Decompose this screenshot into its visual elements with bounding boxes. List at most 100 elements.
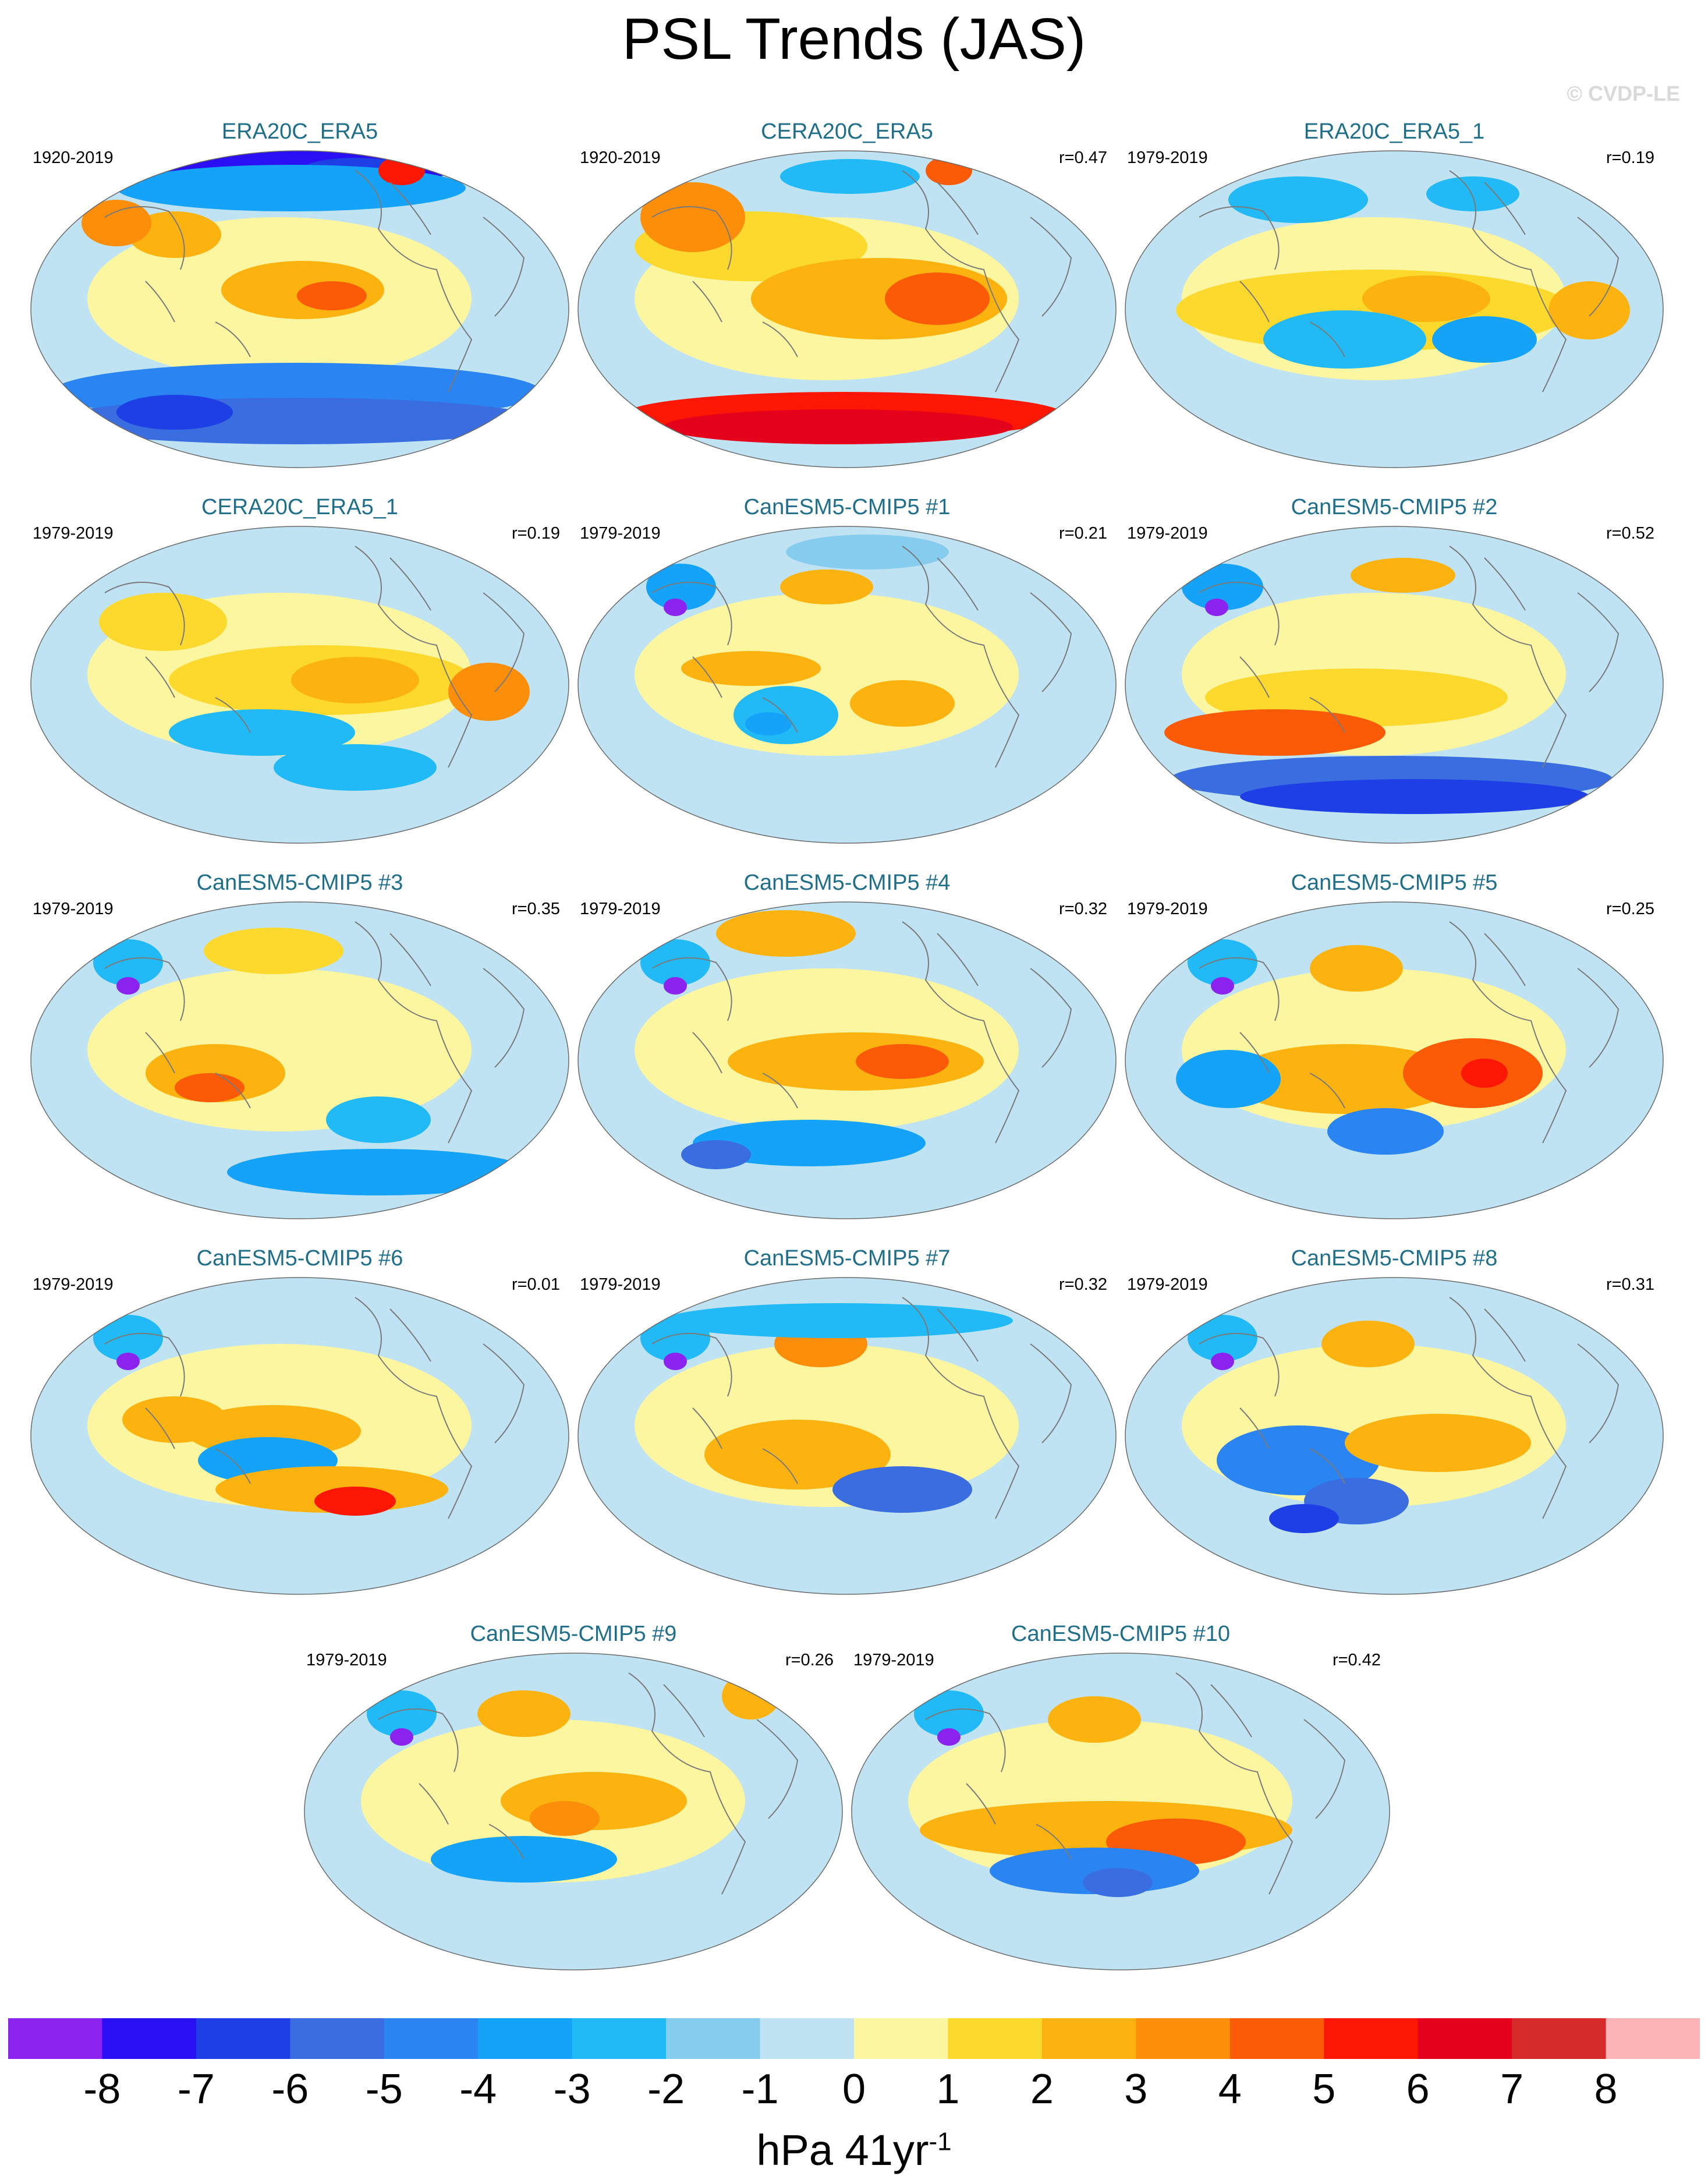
trend-region	[664, 409, 1013, 444]
trend-region	[716, 910, 856, 957]
colorbar-tick-label: -6	[271, 2066, 309, 2113]
map-panel: ERA20C_ERA5_1 1979-2019 r=0.19	[1124, 119, 1665, 480]
colorbar	[8, 2018, 1700, 2059]
trend-region	[1176, 1050, 1281, 1108]
colorbar-swatch	[478, 2018, 573, 2059]
trend-region	[169, 709, 355, 756]
trend-region	[448, 663, 530, 721]
coastline	[1199, 546, 1620, 768]
coastline	[104, 546, 525, 768]
trend-region	[116, 165, 466, 211]
panel-correlation: r=0.32	[1058, 1275, 1107, 1294]
map-panel: CanESM5-CMIP5 #4 1979-2019 r=0.32	[576, 871, 1118, 1232]
trend-region	[1182, 564, 1263, 610]
trend-region	[1211, 977, 1234, 995]
trend-map	[577, 1277, 1117, 1595]
coastline	[104, 921, 525, 1144]
panel-period: 1979-2019	[33, 900, 114, 918]
colorbar-tick-label: -5	[365, 2066, 403, 2113]
colorbar-units: hPa 41yr-1	[0, 2125, 1708, 2175]
panel-period: 1979-2019	[580, 1275, 661, 1294]
colorbar-swatch	[854, 2018, 948, 2059]
coastline	[1199, 170, 1620, 392]
panel-period: 1979-2019	[1127, 1275, 1208, 1294]
panel-correlation: r=0.42	[1332, 1651, 1381, 1669]
trend-region	[297, 281, 367, 310]
colorbar-swatch	[290, 2018, 385, 2059]
trend-map	[30, 526, 569, 844]
trend-region	[367, 1690, 437, 1737]
panel-title: CanESM5-CMIP5 #6	[196, 1246, 403, 1271]
coastline	[1199, 1297, 1620, 1519]
map-border	[304, 1653, 843, 1970]
map-panel: CanESM5-CMIP5 #5 1979-2019 r=0.25	[1124, 871, 1665, 1232]
map-panel: CanESM5-CMIP5 #2 1979-2019 r=0.52	[1124, 495, 1665, 856]
colorbar-swatch	[1324, 2018, 1419, 2059]
trend-region	[1164, 709, 1385, 756]
trend-region	[1345, 1414, 1531, 1472]
panel-period: 1979-2019	[33, 524, 114, 543]
coastline	[651, 921, 1072, 1144]
panel-period: 1979-2019	[1127, 148, 1208, 167]
map-panel: CERA20C_ERA5 1920-2019 r=0.47	[576, 119, 1118, 480]
colorbar-tick-label: -4	[459, 2066, 497, 2113]
panel-title: CanESM5-CMIP5 #3	[196, 871, 403, 895]
colorbar-swatch	[1136, 2018, 1231, 2059]
panel-correlation: r=0.35	[511, 900, 560, 918]
colorbar-tick-label: -3	[553, 2066, 591, 2113]
trend-region	[175, 1073, 244, 1102]
panel-correlation: r=0.25	[1606, 900, 1654, 918]
panel-correlation: r=0.19	[1606, 148, 1654, 167]
trend-region	[291, 657, 419, 703]
trend-map	[1125, 150, 1664, 468]
trend-map	[577, 901, 1117, 1219]
colorbar-tick-label: 6	[1406, 2066, 1430, 2113]
trend-region	[914, 1690, 984, 1737]
panel-title: ERA20C_ERA5_1	[1303, 119, 1485, 144]
trend-region	[850, 680, 955, 727]
map-border	[577, 150, 1117, 468]
trend-map	[30, 150, 569, 468]
panel-period: 1979-2019	[580, 524, 661, 543]
panel-period: 1920-2019	[33, 148, 114, 167]
units-label: hPa 41yr	[756, 2126, 929, 2174]
colorbar-tick-label: 1	[936, 2066, 960, 2113]
panel-correlation: r=0.47	[1058, 148, 1107, 167]
trend-region	[530, 1801, 600, 1836]
trend-region	[378, 156, 425, 185]
trend-region	[116, 977, 140, 995]
panel-period: 1979-2019	[306, 1651, 387, 1669]
trend-region	[1188, 1315, 1257, 1361]
trend-region	[681, 651, 821, 686]
trend-region	[390, 1728, 413, 1746]
trend-region	[646, 564, 716, 610]
trend-region	[640, 939, 710, 986]
trend-map	[1125, 1277, 1664, 1595]
colorbar-tick-label: -7	[177, 2066, 215, 2113]
map-border	[851, 1653, 1390, 1970]
trend-region	[93, 1315, 163, 1361]
map-panel: CanESM5-CMIP5 #10 1979-2019 r=0.42	[850, 1622, 1391, 1983]
colorbar-swatch	[948, 2018, 1043, 2059]
trend-region	[780, 159, 920, 194]
trend-region	[780, 569, 873, 604]
coastline	[104, 170, 525, 392]
trend-region	[1269, 1504, 1339, 1533]
trend-region	[1327, 1108, 1444, 1155]
trend-map	[30, 901, 569, 1219]
colorbar-tick-label: -8	[83, 2066, 121, 2113]
trend-region	[1351, 558, 1455, 593]
trend-region	[1461, 1059, 1508, 1088]
map-border	[30, 901, 569, 1219]
colorbar-tick-label: 8	[1594, 2066, 1618, 2113]
map-border	[30, 526, 569, 844]
map-border	[1125, 1277, 1664, 1595]
trend-region	[786, 535, 949, 569]
trend-region	[664, 977, 687, 995]
panel-period: 1979-2019	[1127, 900, 1208, 918]
trend-region	[1321, 1321, 1415, 1367]
trend-map	[851, 1653, 1390, 1970]
colorbar-swatch	[384, 2018, 479, 2059]
map-panel: CanESM5-CMIP5 #6 1979-2019 r=0.01	[29, 1246, 570, 1607]
trend-map	[1125, 526, 1664, 844]
